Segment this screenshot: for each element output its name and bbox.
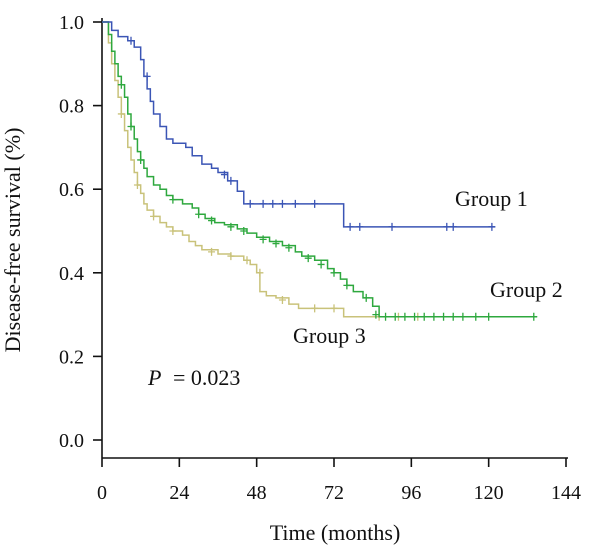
- censor-mark-group-1: [291, 199, 299, 208]
- x-tick-label: 72: [324, 482, 344, 504]
- censor-mark-group-1: [269, 199, 277, 208]
- p-value-text: = 0.023: [173, 365, 240, 390]
- censor-mark-group-2: [227, 222, 235, 231]
- censor-mark-group-1: [220, 170, 228, 179]
- censor-mark-group-2: [208, 216, 216, 225]
- censor-mark-group-2: [440, 312, 448, 321]
- y-ticks: 0.0 0.2 0.4 0.6 0.8 1.0: [59, 12, 102, 452]
- censor-mark-group-1: [259, 199, 267, 208]
- censor-mark-group-2: [430, 312, 438, 321]
- censor-mark-group-3: [243, 256, 251, 265]
- censor-mark-group-1: [278, 199, 286, 208]
- censor-mark-group-2: [459, 312, 467, 321]
- curve-group-2: [102, 21, 537, 318]
- censor-mark-group-3: [278, 295, 286, 304]
- censor-mark-group-2: [195, 210, 203, 219]
- x-tick-label: 0: [97, 482, 107, 504]
- label-group-2: Group 2: [490, 277, 563, 302]
- censor-mark-group-2: [411, 312, 419, 321]
- censor-mark-group-3: [133, 181, 141, 190]
- y-tick-label: 0.4: [59, 263, 84, 285]
- censor-mark-group-2: [304, 254, 312, 263]
- censor-mark-group-3: [311, 304, 319, 313]
- survival-curves: [102, 21, 538, 321]
- curve-group-1: [102, 21, 496, 228]
- y-tick-label: 0.2: [59, 346, 84, 368]
- censor-mark-group-2: [137, 155, 145, 164]
- censor-mark-group-3: [208, 247, 216, 256]
- censor-mark-group-2: [127, 122, 135, 131]
- censor-mark-group-2: [420, 312, 428, 321]
- censor-mark-group-3: [150, 212, 158, 221]
- label-group-3: Group 3: [293, 323, 366, 348]
- y-axis-title: Disease-free survival (%): [0, 128, 25, 353]
- censor-mark-group-2: [272, 239, 280, 248]
- censor-mark-group-1: [346, 222, 354, 231]
- y-tick-label: 0.8: [59, 96, 84, 118]
- censor-mark-group-1: [143, 72, 151, 81]
- censor-mark-group-2: [259, 235, 267, 244]
- censor-mark-group-2: [382, 312, 390, 321]
- censor-mark-group-1: [388, 222, 396, 231]
- x-tick-label: 96: [401, 482, 421, 504]
- label-group-1: Group 1: [455, 186, 528, 211]
- censor-mark-group-2: [530, 312, 538, 321]
- censor-mark-group-2: [391, 312, 399, 321]
- x-ticks: 0 24 48 72 96 120 144: [97, 458, 581, 504]
- p-value-annotation: P = 0.023: [147, 365, 240, 390]
- censor-mark-group-1: [227, 176, 235, 185]
- censor-mark-group-3: [227, 252, 235, 261]
- y-tick-label: 0.6: [59, 179, 84, 201]
- censor-mark-group-2: [240, 227, 248, 235]
- censor-mark-group-1: [127, 36, 135, 45]
- censor-mark-group-3: [256, 268, 264, 277]
- censor-mark-group-3: [330, 304, 338, 313]
- y-tick-label: 1.0: [59, 12, 84, 34]
- censor-mark-group-3: [169, 227, 177, 235]
- censor-mark-group-2: [472, 312, 480, 321]
- series-group-2: [102, 21, 538, 321]
- p-value-symbol: P: [147, 365, 161, 390]
- censor-mark-group-2: [372, 310, 380, 319]
- censor-mark-group-2: [330, 268, 338, 277]
- censor-mark-group-1: [356, 222, 364, 231]
- x-tick-label: 144: [551, 482, 581, 504]
- censor-mark-group-2: [343, 281, 351, 290]
- censor-mark-group-1: [443, 222, 451, 231]
- censor-mark-group-1: [311, 199, 319, 208]
- censor-mark-group-2: [485, 312, 493, 321]
- censor-mark-group-1: [449, 222, 457, 231]
- censor-mark-group-2: [169, 195, 177, 204]
- censor-mark-group-2: [449, 312, 457, 321]
- series-group-3: [102, 21, 425, 321]
- x-axis-title: Time (months): [270, 520, 401, 545]
- censor-mark-group-2: [285, 243, 293, 252]
- censor-mark-group-2: [317, 260, 325, 269]
- censor-mark-group-2: [362, 293, 370, 302]
- censor-mark-group-2: [401, 312, 409, 321]
- series-group-1: [102, 21, 496, 231]
- y-tick-label: 0.0: [59, 430, 84, 452]
- x-tick-label: 48: [247, 482, 267, 504]
- censor-mark-group-1: [488, 222, 496, 231]
- censor-mark-group-1: [246, 199, 254, 208]
- censor-mark-group-3: [117, 109, 125, 118]
- censor-mark-group-2: [117, 80, 125, 89]
- x-tick-label: 120: [474, 482, 504, 504]
- x-tick-label: 24: [169, 482, 189, 504]
